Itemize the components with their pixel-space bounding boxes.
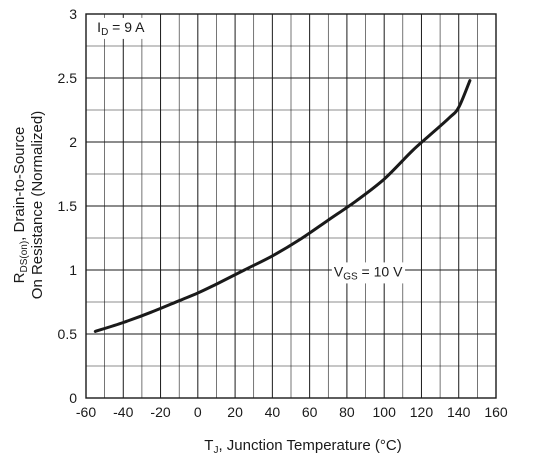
y-tick-label: 1 [69, 262, 77, 278]
y-tick-label: 3 [69, 6, 77, 22]
major-grid [86, 14, 496, 398]
y-axis-label-rest: , Drain-to-Source [11, 127, 28, 241]
gate-voltage-annotation: VGS = 10 V [334, 263, 403, 282]
y-tick-label: 1.5 [58, 198, 78, 214]
x-tick-label: 140 [447, 404, 471, 420]
x-axis-label-main: T [204, 437, 213, 454]
x-axis-label-rest: , Junction Temperature (°C) [218, 437, 401, 454]
annotation-main: V [334, 263, 344, 279]
x-tick-label: 160 [484, 404, 508, 420]
y-axis-label-line1: RDS(on), Drain-to-Source [11, 127, 30, 284]
series-layer [93, 79, 472, 333]
x-tick-label: 100 [373, 404, 397, 420]
x-tick-label: 60 [302, 404, 318, 420]
tick-layer: -60 -40 -20 0 20 40 60 80 100 120 140 160 0 0.5 1 1.5 2 2… [58, 6, 508, 420]
x-tick-label: 80 [339, 404, 355, 420]
y-tick-label: 0.5 [58, 326, 78, 342]
x-tick-label: 120 [410, 404, 434, 420]
series-line [93, 79, 472, 333]
drain-current-annotation: ID = 9 A [97, 19, 145, 38]
x-tick-label: 20 [227, 404, 243, 420]
x-tick-label: -60 [76, 404, 96, 420]
x-tick-label: 40 [265, 404, 281, 420]
y-axis-label-main: R [11, 272, 28, 283]
gate-voltage-annotation-bg [331, 262, 406, 284]
drain-current-annotation-bg [95, 17, 148, 39]
y-tick-label: 2.5 [58, 70, 78, 86]
annotation-sub: D [101, 27, 108, 38]
annotation-rest: = 9 A [108, 19, 145, 35]
annotation-sub: GS [343, 271, 358, 282]
annotation-rest: = 10 V [358, 263, 403, 279]
y-axis-label-line2: On Resistance (Normalized) [29, 111, 46, 299]
y-axis-label-sub: DS(on) [19, 241, 30, 273]
plot-frame [85, 13, 497, 399]
y-tick-label: 2 [69, 134, 77, 150]
x-tick-label: -40 [113, 404, 133, 420]
annotation-main: I [97, 19, 101, 35]
x-axis-label-sub: J [213, 445, 218, 456]
y-tick-label: 0 [69, 390, 77, 406]
annotation-layer: ID = 9 A VGS = 10 V [95, 17, 406, 284]
x-tick-label: 0 [194, 404, 202, 420]
x-axis-label: TJ, Junction Temperature (°C) [204, 437, 401, 456]
x-tick-label: -20 [150, 404, 170, 420]
